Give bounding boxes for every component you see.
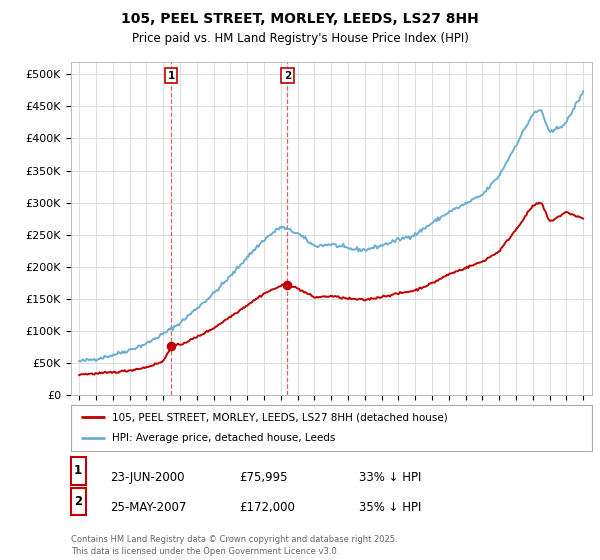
Text: 105, PEEL STREET, MORLEY, LEEDS, LS27 8HH (detached house): 105, PEEL STREET, MORLEY, LEEDS, LS27 8H… — [112, 412, 448, 422]
Text: 23-JUN-2000: 23-JUN-2000 — [110, 470, 184, 484]
Point — [283, 280, 292, 289]
Text: 105, PEEL STREET, MORLEY, LEEDS, LS27 8HH: 105, PEEL STREET, MORLEY, LEEDS, LS27 8H… — [121, 12, 479, 26]
Text: 1: 1 — [74, 464, 82, 477]
Text: 2: 2 — [284, 71, 291, 81]
Text: £172,000: £172,000 — [239, 501, 295, 515]
Text: Price paid vs. HM Land Registry's House Price Index (HPI): Price paid vs. HM Land Registry's House … — [131, 32, 469, 45]
Text: HPI: Average price, detached house, Leeds: HPI: Average price, detached house, Leed… — [112, 433, 336, 444]
Text: 33% ↓ HPI: 33% ↓ HPI — [359, 470, 421, 484]
Text: 35% ↓ HPI: 35% ↓ HPI — [359, 501, 421, 515]
Text: Contains HM Land Registry data © Crown copyright and database right 2025.
This d: Contains HM Land Registry data © Crown c… — [71, 535, 397, 556]
Point — [166, 342, 176, 351]
Text: 1: 1 — [167, 71, 175, 81]
Text: 25-MAY-2007: 25-MAY-2007 — [110, 501, 186, 515]
Text: £75,995: £75,995 — [239, 470, 287, 484]
Text: 2: 2 — [74, 495, 82, 508]
